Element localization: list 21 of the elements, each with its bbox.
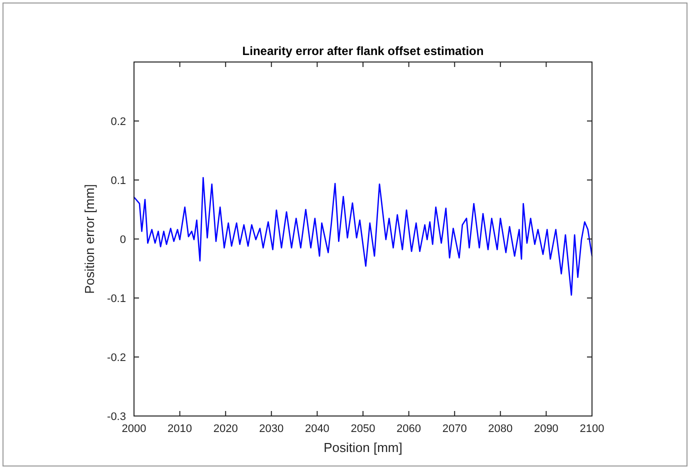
x-tick-label: 2010 <box>168 423 192 435</box>
x-tick-label: 2000 <box>122 423 146 435</box>
y-tick-label: 0.2 <box>110 116 126 128</box>
x-tick-label: 2050 <box>350 423 376 435</box>
x-axis-title: Position [mm] <box>324 440 402 455</box>
y-tick-label: 0 <box>120 234 126 246</box>
x-tick-label: 2040 <box>304 423 330 435</box>
x-tick-label: 2070 <box>442 423 467 435</box>
x-tick-label: 2080 <box>488 423 513 435</box>
x-tick-label: 2090 <box>534 423 558 435</box>
x-tick-label: 2100 <box>580 423 604 435</box>
y-tick-label: -0.3 <box>107 411 126 423</box>
x-tick-label: 2030 <box>259 423 284 435</box>
y-tick-label: -0.1 <box>107 293 126 305</box>
x-tick-label: 2060 <box>396 423 422 435</box>
chart-title: Linearity error after flank offset estimation <box>242 44 484 58</box>
y-axis-title: Position error [mm] <box>82 184 97 294</box>
y-tick-label: -0.2 <box>107 352 126 364</box>
y-tick-label: 0.1 <box>110 175 126 187</box>
line-series <box>133 176 593 296</box>
x-tick-label: 2020 <box>213 423 238 435</box>
